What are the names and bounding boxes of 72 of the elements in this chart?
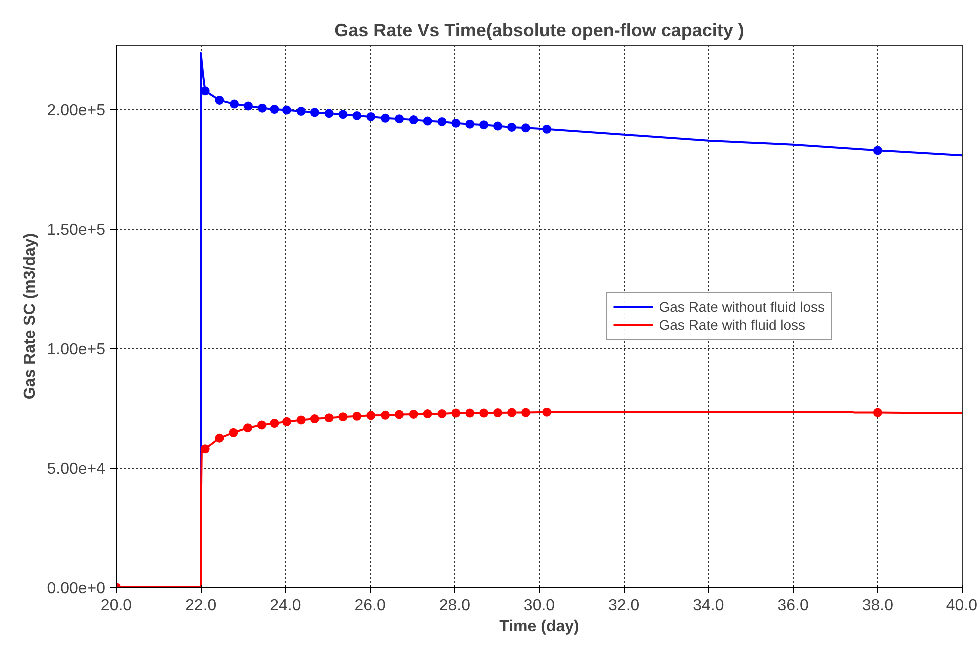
- point: [296, 106, 306, 116]
- point: [352, 412, 362, 421]
- point: [452, 118, 461, 128]
- point: [296, 416, 306, 425]
- x-axis-title: Time (day): [500, 618, 580, 636]
- point: [352, 112, 362, 120]
- point: [230, 100, 240, 109]
- x-tick-label: 38.0: [862, 598, 894, 614]
- point: [466, 120, 475, 129]
- point: [381, 114, 390, 123]
- point: [244, 102, 253, 111]
- y-tick-label: 2.00e+5: [47, 102, 106, 120]
- point: [423, 410, 432, 418]
- point: [508, 122, 517, 132]
- point: [480, 408, 489, 418]
- y-tick-label: 1.50e+5: [47, 222, 106, 240]
- point: [215, 434, 224, 443]
- point: [310, 414, 320, 424]
- x-tick-label: 40.0: [946, 598, 977, 614]
- y-tick-label: 1.00e+5: [47, 342, 106, 359]
- point: [423, 116, 432, 126]
- point: [381, 410, 390, 420]
- point: [452, 408, 461, 418]
- point: [258, 104, 267, 113]
- x-tick-label: 30.0: [524, 598, 556, 614]
- point: [494, 408, 503, 418]
- point: [258, 420, 267, 430]
- point: [282, 417, 292, 426]
- point: [542, 408, 552, 417]
- point: [338, 412, 348, 422]
- y-axis-title: Gas Rate SC (m3/day): [22, 233, 40, 400]
- point: [438, 117, 447, 126]
- x-tick-label: 22.0: [186, 598, 217, 614]
- point: [229, 428, 238, 438]
- point: [366, 411, 376, 420]
- point: [270, 419, 280, 428]
- point: [494, 122, 503, 131]
- point: [873, 146, 882, 156]
- point: [310, 108, 320, 118]
- point: [338, 110, 348, 120]
- y-tick-label: 0.00e+0: [47, 580, 106, 598]
- point: [480, 120, 489, 130]
- y-tick-label: 5.00e+4: [47, 461, 106, 478]
- legend-label: Gas Rate with fluid loss: [659, 317, 806, 333]
- x-tick-label: 36.0: [778, 598, 809, 614]
- point: [324, 414, 334, 423]
- point: [324, 109, 334, 118]
- point: [394, 114, 404, 124]
- x-tick-label: 28.0: [439, 598, 471, 614]
- point: [215, 96, 224, 105]
- point: [873, 408, 882, 418]
- point: [438, 410, 447, 418]
- legend-label: Gas Rate without fluid loss: [659, 299, 825, 315]
- x-tick-label: 26.0: [354, 598, 386, 614]
- x-tick-label: 20.0: [100, 598, 132, 614]
- point: [244, 424, 253, 433]
- point: [466, 408, 475, 418]
- point: [394, 410, 404, 420]
- point: [508, 408, 517, 418]
- x-tick-label: 24.0: [270, 598, 302, 614]
- point: [542, 124, 552, 134]
- point: [366, 112, 376, 122]
- point: [521, 124, 530, 133]
- x-tick-label: 32.0: [608, 598, 640, 614]
- point: [200, 444, 210, 454]
- chart-title: Gas Rate Vs Time(absolute open-flow capacity ): [334, 20, 744, 40]
- point: [409, 410, 418, 419]
- point: [270, 105, 280, 114]
- point: [409, 116, 418, 125]
- point: [521, 408, 530, 418]
- x-tick-label: 34.0: [693, 598, 724, 614]
- point: [282, 106, 292, 115]
